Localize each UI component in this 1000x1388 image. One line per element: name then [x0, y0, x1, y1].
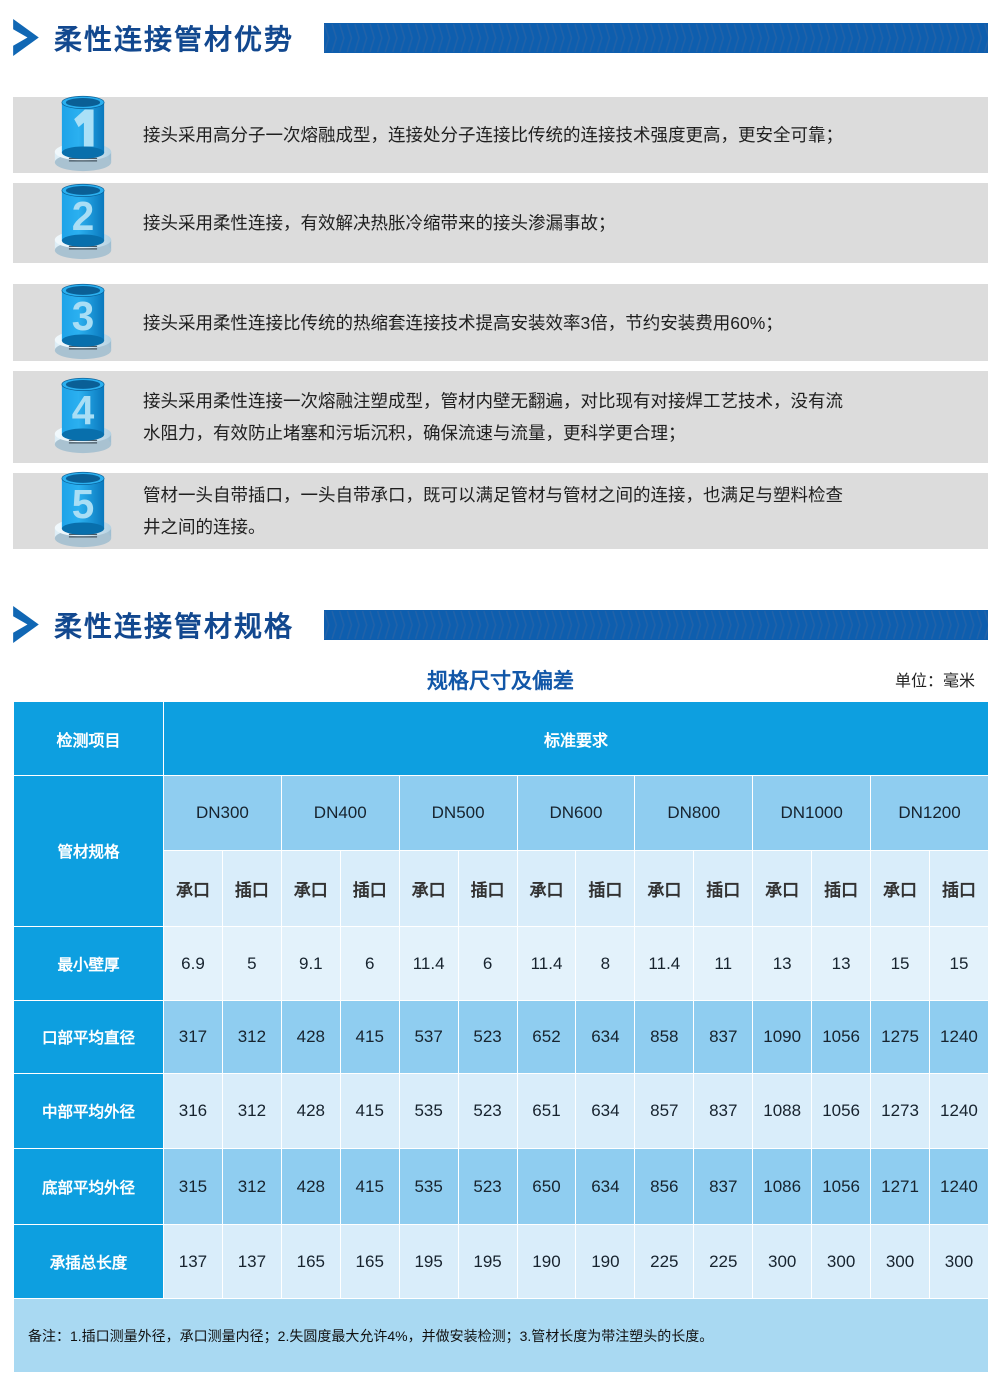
svg-text:2: 2 [72, 193, 95, 239]
svg-text:3: 3 [72, 293, 95, 339]
svg-text:5: 5 [72, 481, 95, 527]
svg-text:4: 4 [72, 387, 95, 433]
